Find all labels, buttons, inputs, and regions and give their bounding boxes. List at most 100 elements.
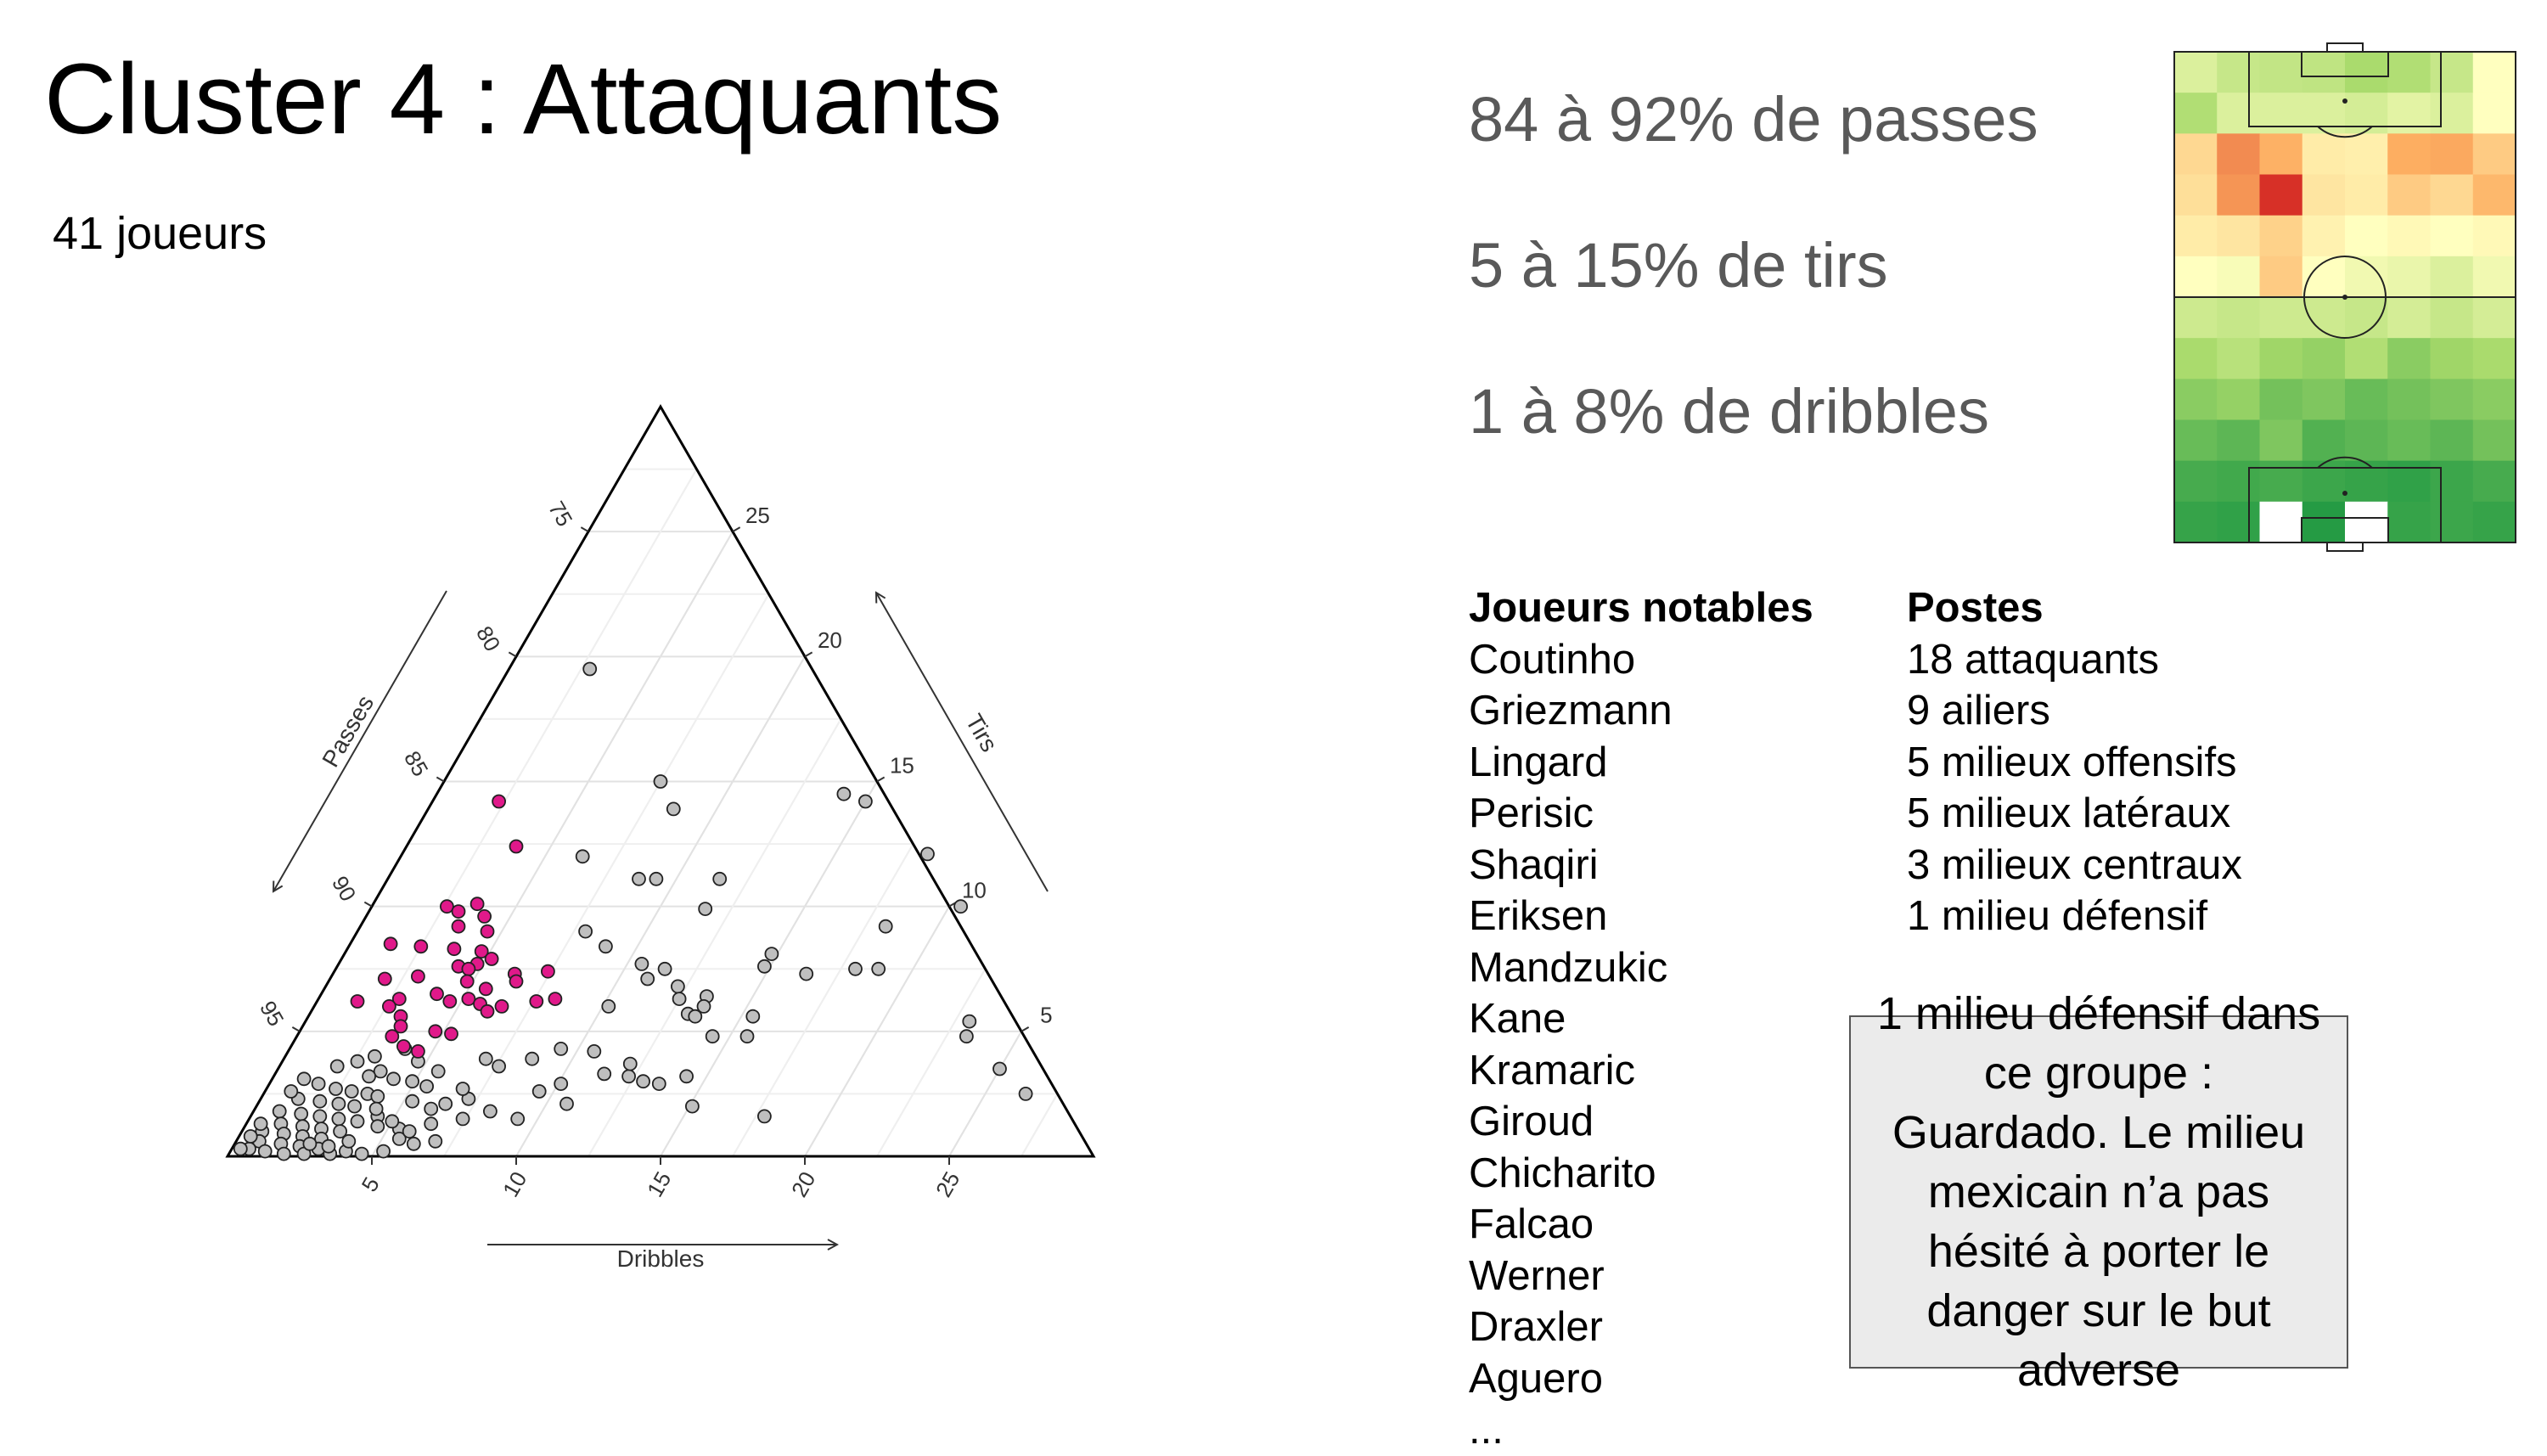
tirs-arrow [876, 593, 1049, 892]
other-point [632, 871, 646, 886]
heatmap-cell [2472, 501, 2516, 543]
other-point [962, 1014, 977, 1029]
heatmap-cell [2259, 379, 2303, 421]
heatmap-cell [2259, 93, 2303, 134]
list-item: Kane [1469, 996, 1566, 1042]
passes-tick [436, 776, 445, 783]
other-point [391, 1132, 407, 1146]
cluster-point [461, 961, 476, 976]
other-point [344, 1084, 359, 1099]
cluster-point [469, 897, 485, 912]
cluster-point [350, 994, 365, 1009]
bottom-penalty-spot [2342, 491, 2347, 496]
other-point [370, 1089, 385, 1104]
other-point [455, 1082, 470, 1096]
heatmap-cell [2472, 52, 2516, 93]
heatmap-cell [2174, 256, 2218, 298]
tirs-tick-label: 20 [818, 627, 842, 653]
other-point [331, 1096, 346, 1111]
other-point [350, 1114, 365, 1129]
cluster-point [529, 994, 544, 1009]
heatmap-cell [2387, 338, 2432, 379]
list-item: Shaqiri [1469, 841, 1599, 888]
heatmap-cell [2345, 215, 2388, 257]
grid-line-passes [371, 531, 734, 1157]
other-point [311, 1077, 326, 1091]
other-point [424, 1101, 439, 1116]
other-point [329, 1059, 345, 1074]
other-point [243, 1129, 258, 1144]
heatmap-cell [2472, 93, 2516, 134]
pitch-lines [2173, 42, 2516, 552]
other-point [321, 1138, 336, 1154]
heatmap-cell [2345, 133, 2388, 176]
heatmap-cell [2302, 93, 2346, 134]
heatmap-cell [2217, 256, 2261, 298]
other-point [370, 1119, 385, 1134]
note-box: 1 milieu défensif dans ce groupe : Guard… [1849, 988, 2348, 1396]
tirs-tick-label: 25 [745, 503, 770, 528]
heatmap-cell [2174, 215, 2218, 257]
list-item: Griezmann [1469, 688, 1673, 734]
heatmap-cell [2217, 338, 2261, 379]
passes-tick-label: 75 [543, 497, 577, 531]
other-point [347, 1099, 363, 1114]
heatmap-cell [2174, 133, 2218, 176]
other-point [386, 1071, 401, 1087]
other-point [373, 1064, 388, 1079]
passes-tick [363, 901, 373, 908]
passes-tick [508, 651, 517, 658]
other-point [698, 902, 713, 916]
list-item: Lingard [1469, 739, 1608, 785]
heatmap-cell [2174, 52, 2218, 93]
grid-line-passes [515, 655, 806, 1157]
cluster-point [410, 969, 425, 984]
cluster-point [461, 992, 476, 1006]
other-point [920, 846, 935, 862]
list-item: 9 ailiers [1907, 688, 2050, 734]
other-point [276, 1146, 291, 1161]
heatmap-cell [2259, 460, 2303, 503]
other-point [745, 1009, 761, 1024]
heatmap-cell [2472, 460, 2516, 503]
heatmap-cell [2302, 52, 2346, 93]
list-item: Perisic [1469, 790, 1594, 836]
cluster-point [451, 904, 466, 919]
other-point [350, 1054, 365, 1069]
heatmap-cell [2387, 52, 2432, 93]
heatmap-cell [2217, 52, 2261, 93]
heatmap-cell [2430, 460, 2474, 503]
other-point [959, 1029, 974, 1044]
other-point [799, 966, 814, 981]
other-point [666, 801, 681, 817]
other-point [531, 1084, 547, 1099]
other-point [253, 1116, 268, 1132]
heatmap-cell [2387, 133, 2432, 176]
other-point [712, 871, 728, 886]
heatmap-cell [2472, 215, 2516, 257]
other-point [233, 1141, 248, 1156]
bottom-penalty-arc [2317, 456, 2373, 469]
other-point [405, 1093, 420, 1109]
list-item: Giroud [1469, 1099, 1594, 1144]
other-point [575, 849, 590, 864]
other-point [653, 774, 668, 789]
list-item: 18 attaquants [1907, 636, 2159, 683]
cluster-point [509, 974, 524, 989]
grid-line-passes [299, 469, 698, 1157]
tirs-tick [732, 526, 741, 533]
heatmap-cells [2174, 52, 2516, 543]
other-point [341, 1133, 357, 1149]
heatmap-cell [2345, 52, 2388, 93]
tirs-tick [1020, 1026, 1030, 1032]
other-point [272, 1104, 287, 1119]
list-item: 5 milieux offensifs [1907, 739, 2237, 785]
other-point [621, 1069, 636, 1084]
heatmap-cell [2217, 419, 2261, 462]
other-point [597, 1066, 612, 1082]
heatmap-cell [2472, 297, 2516, 339]
players-header: Joueurs notables [1469, 585, 1813, 631]
bottom-goal [2326, 542, 2364, 552]
other-point [672, 992, 687, 1006]
tirs-tick-label: 5 [1040, 1003, 1052, 1028]
